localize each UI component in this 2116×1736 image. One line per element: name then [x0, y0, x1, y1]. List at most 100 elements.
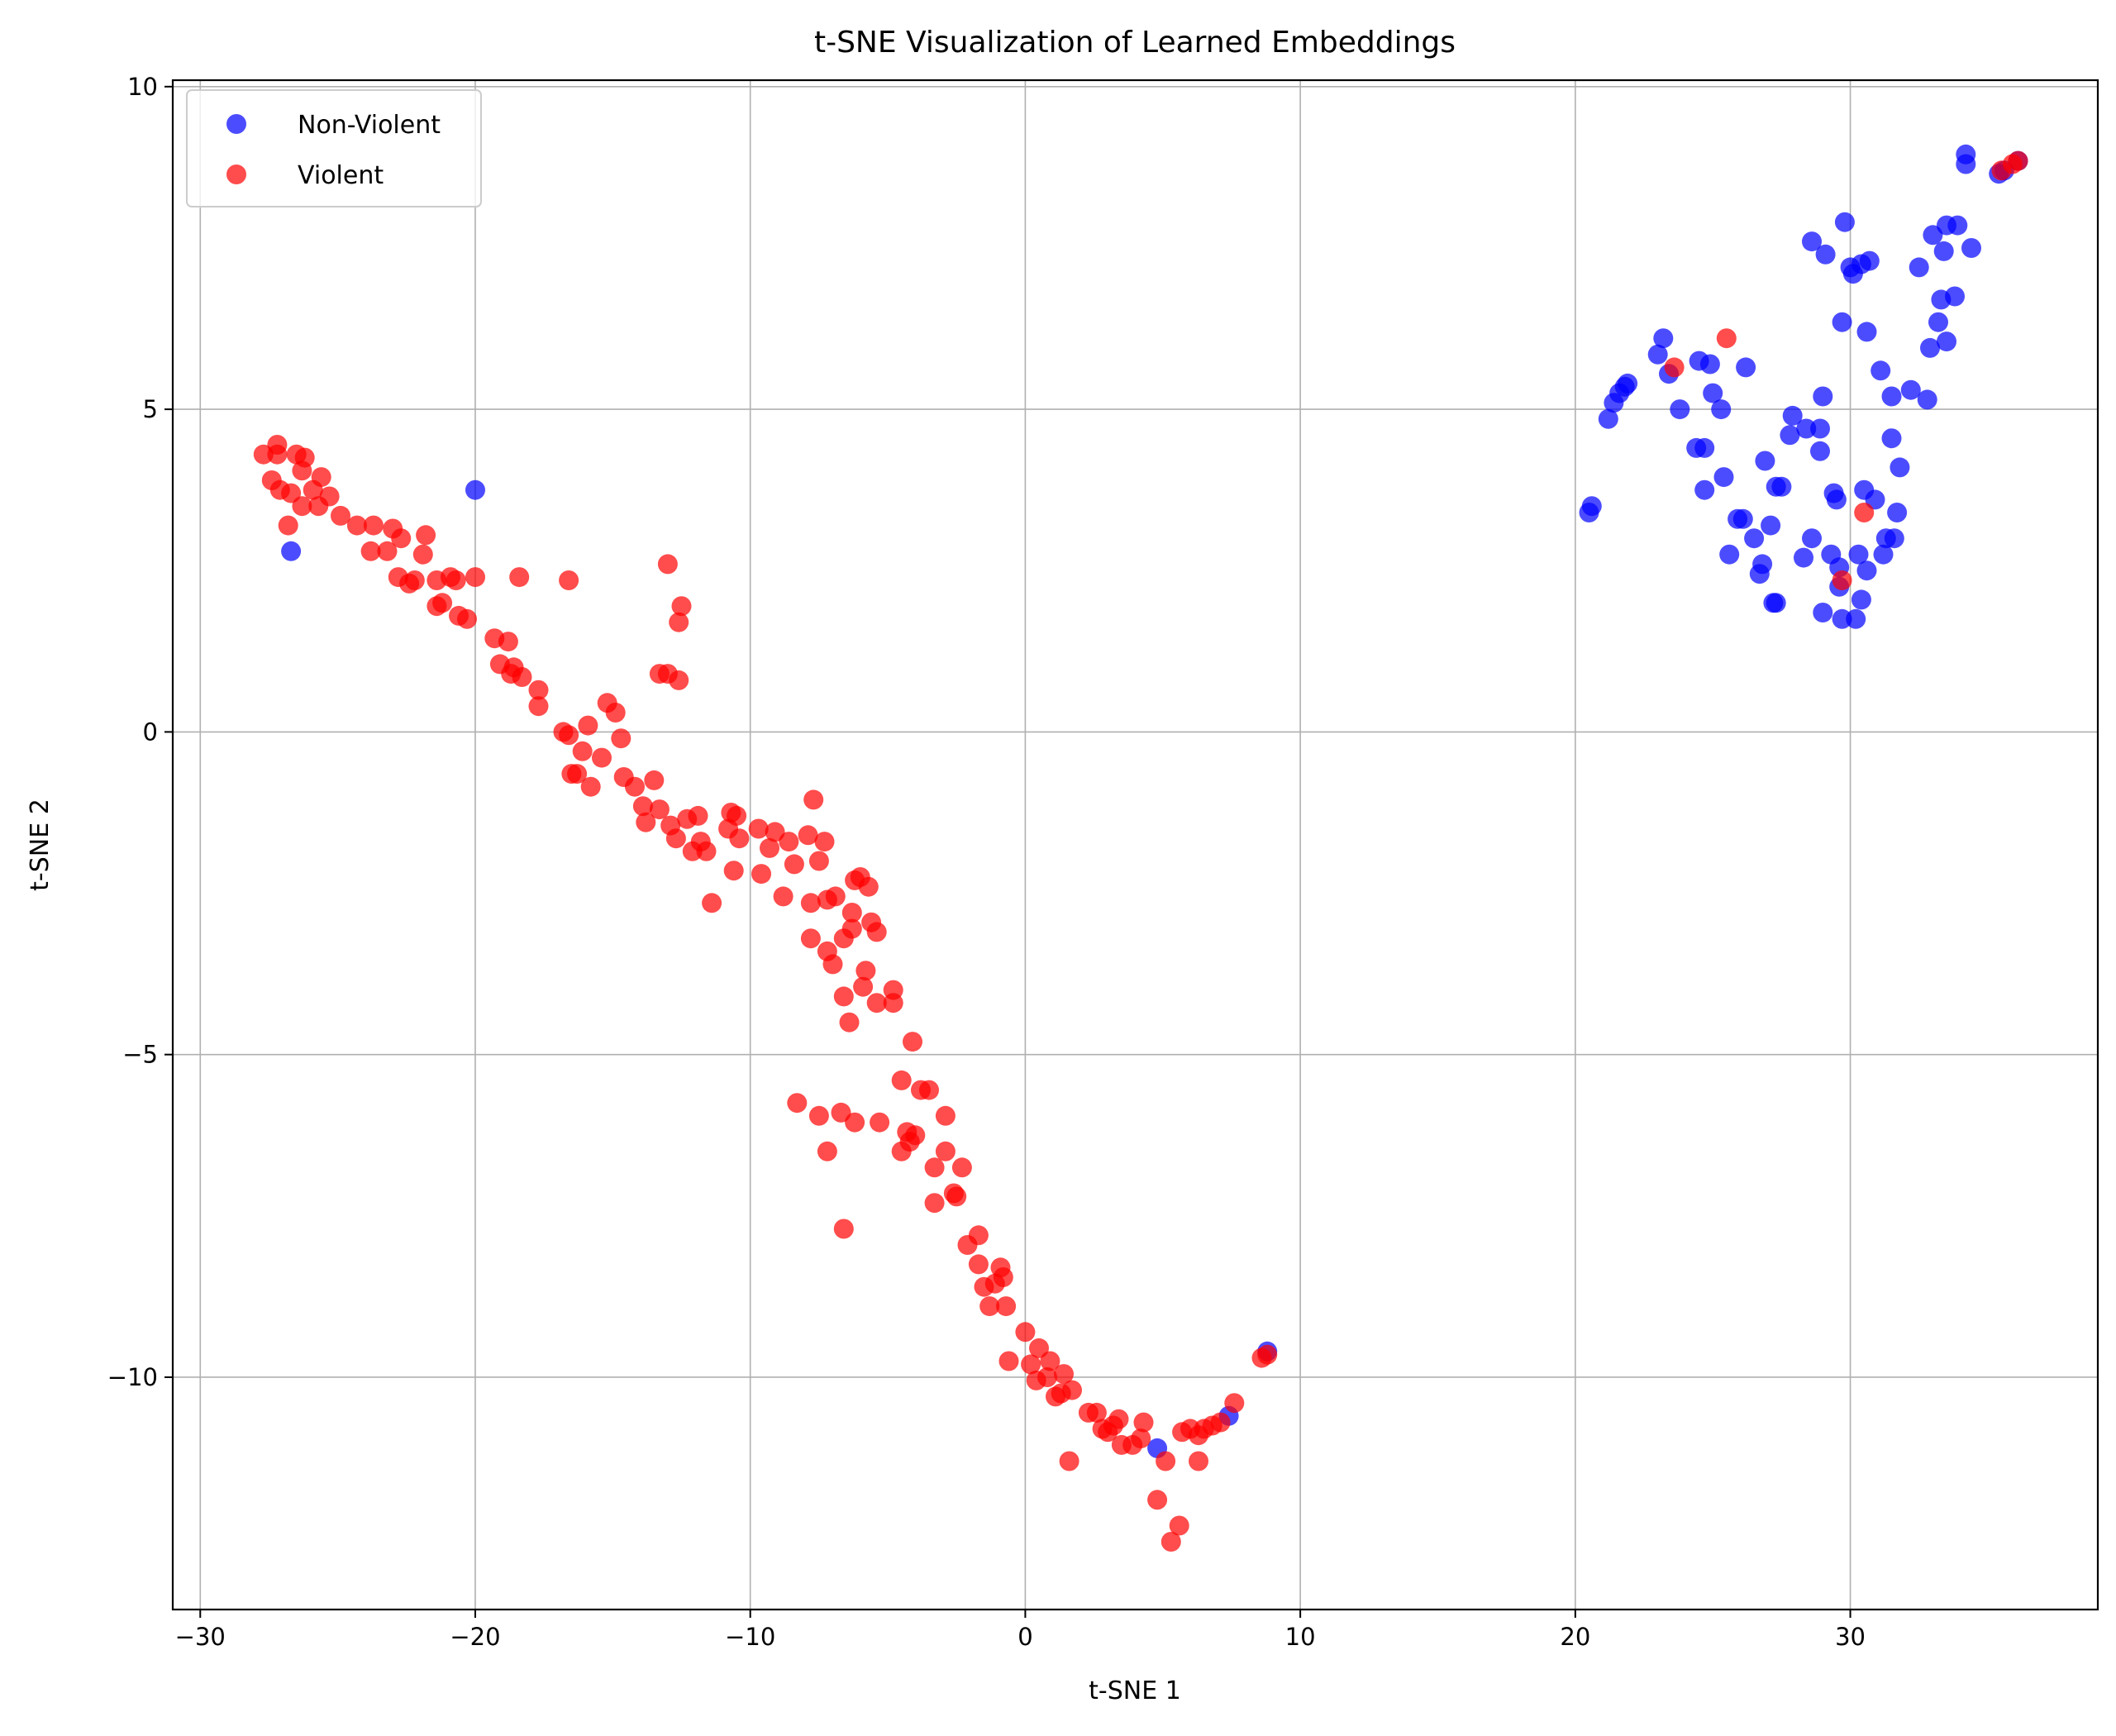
point-violent — [841, 903, 862, 923]
point-violent — [446, 570, 466, 590]
point-violent — [729, 828, 750, 849]
point-violent — [831, 1102, 851, 1123]
point-violent — [924, 1157, 945, 1178]
legend-marker-non-violent — [226, 114, 246, 134]
point-violent — [331, 505, 350, 526]
point-non-violent — [1887, 503, 1908, 522]
point-violent — [723, 861, 744, 881]
point-violent — [803, 789, 824, 810]
point-violent — [817, 1141, 837, 1161]
point-violent — [866, 922, 887, 942]
point-violent — [559, 570, 579, 590]
point-non-violent — [1782, 405, 1803, 426]
point-non-violent — [1813, 603, 1833, 622]
point-violent — [1108, 1409, 1129, 1429]
point-non-violent — [1761, 515, 1781, 536]
point-violent — [1054, 1364, 1074, 1385]
point-violent — [578, 715, 598, 736]
point-violent — [360, 541, 381, 561]
point-violent — [1169, 1515, 1189, 1536]
point-violent — [800, 928, 821, 949]
point-violent — [1086, 1402, 1107, 1423]
point-non-violent — [1933, 241, 1954, 261]
point-violent — [839, 1012, 860, 1033]
y-tick-label: 5 — [143, 395, 158, 423]
point-violent — [1224, 1393, 1245, 1414]
point-violent — [412, 544, 433, 565]
legend-box — [186, 89, 482, 207]
point-violent — [498, 632, 518, 652]
point-violent — [833, 986, 854, 1007]
point-non-violent — [1744, 528, 1765, 549]
point-violent — [688, 805, 708, 826]
y-tick-label: −10 — [107, 1363, 158, 1391]
point-violent — [253, 444, 274, 465]
point-violent — [998, 1351, 1019, 1371]
point-non-violent — [1945, 286, 1965, 307]
point-non-violent — [1920, 337, 1940, 358]
point-non-violent — [1766, 593, 1786, 613]
point-violent — [993, 1267, 1013, 1287]
point-non-violent — [1871, 360, 1891, 381]
point-violent — [294, 447, 315, 468]
point-violent — [858, 876, 879, 897]
point-non-violent — [1703, 383, 1723, 403]
point-non-violent — [1884, 528, 1904, 549]
point-violent — [512, 667, 532, 687]
point-violent — [592, 747, 612, 768]
point-violent — [1832, 570, 1852, 590]
point-non-violent — [1719, 544, 1740, 565]
point-violent — [784, 854, 804, 875]
point-violent — [787, 1093, 808, 1114]
point-non-violent — [1796, 418, 1817, 439]
x-tick-label: 20 — [1560, 1623, 1590, 1651]
point-violent — [951, 1157, 972, 1178]
point-non-violent — [1732, 508, 1753, 529]
point-violent — [946, 1186, 967, 1207]
point-violent — [346, 515, 367, 536]
point-violent — [625, 776, 645, 797]
point-violent — [833, 1219, 854, 1239]
point-violent — [572, 741, 593, 761]
point-violent — [919, 1080, 939, 1100]
point-violent — [1854, 503, 1875, 522]
legend: Non-Violent Violent — [186, 89, 482, 207]
point-non-violent — [1711, 399, 1732, 420]
point-violent — [416, 525, 436, 546]
point-violent — [903, 1032, 922, 1052]
point-violent — [702, 893, 722, 913]
point-non-violent — [1956, 144, 1976, 165]
point-non-violent — [1810, 418, 1830, 439]
point-violent — [968, 1254, 989, 1275]
point-violent — [1160, 1532, 1181, 1552]
point-non-violent — [1856, 322, 1877, 342]
point-violent — [800, 893, 821, 913]
point-non-violent — [1900, 379, 1921, 400]
point-violent — [1131, 1428, 1151, 1449]
point-violent — [528, 680, 549, 700]
point-violent — [773, 886, 794, 907]
point-non-violent — [1859, 250, 1880, 271]
legend-label-violent: Violent — [298, 161, 384, 190]
y-tick-label: 0 — [143, 718, 158, 746]
point-violent — [841, 918, 862, 939]
point-violent — [278, 515, 298, 536]
point-non-violent — [1794, 547, 1813, 568]
data-points — [253, 144, 2028, 1552]
point-non-violent — [1780, 425, 1800, 446]
grid — [173, 80, 2098, 1610]
point-violent — [465, 567, 485, 588]
point-non-violent — [1917, 389, 1937, 410]
point-non-violent — [1832, 608, 1852, 629]
point-non-violent — [1928, 312, 1948, 332]
point-non-violent — [1694, 479, 1715, 500]
point-violent — [845, 1112, 865, 1133]
point-non-violent — [1846, 608, 1866, 629]
x-tick-label: −10 — [725, 1623, 775, 1651]
point-violent — [814, 832, 835, 852]
point-violent — [905, 1125, 926, 1146]
point-violent — [649, 799, 670, 820]
x-tick-label: −30 — [175, 1623, 226, 1651]
point-non-violent — [1653, 328, 1674, 349]
